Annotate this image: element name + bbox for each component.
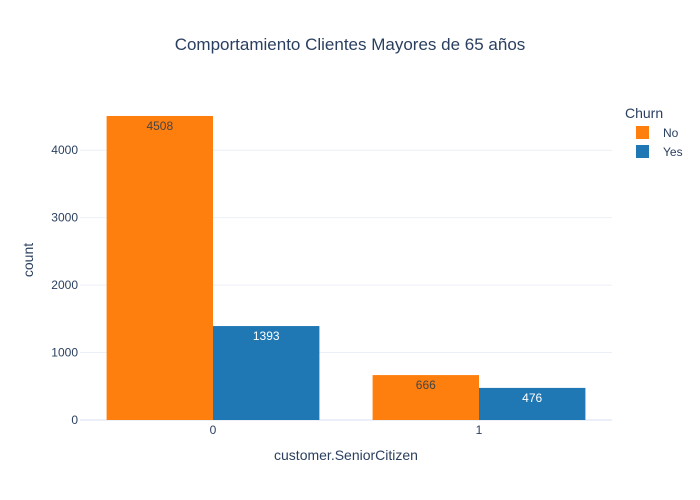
y-tick-label: 4000 <box>51 143 78 157</box>
bar-value-label: 4508 <box>146 119 173 133</box>
y-axis-ticks: 0 1000 2000 3000 4000 <box>51 143 78 427</box>
bar-value-label: 476 <box>522 391 542 405</box>
bar-yes-1 <box>479 387 586 420</box>
x-tick-label: 0 <box>210 423 217 437</box>
legend-title: Churn <box>625 105 663 121</box>
bar-value-label: 1393 <box>253 329 280 343</box>
y-tick-label: 2000 <box>51 278 78 292</box>
bar-yes-0 <box>213 326 320 420</box>
chart-title: Comportamiento Clientes Mayores de 65 añ… <box>175 35 526 54</box>
y-axis-title: count <box>20 243 36 277</box>
bars <box>106 115 586 420</box>
bar-no-0 <box>106 115 213 420</box>
legend: Churn No Yes <box>625 105 683 159</box>
y-tick-label: 0 <box>71 413 78 427</box>
legend-items: No Yes <box>636 126 683 159</box>
x-axis-title: customer.SeniorCitizen <box>274 447 418 463</box>
bar-labels: 4508 1393 666 476 <box>146 119 542 405</box>
bar-value-label: 666 <box>416 378 436 392</box>
legend-label-no: No <box>663 126 679 140</box>
y-tick-label: 3000 <box>51 211 78 225</box>
bar-no-1 <box>372 375 479 420</box>
legend-swatch-no <box>636 126 649 139</box>
x-tick-label: 1 <box>476 423 483 437</box>
legend-swatch-yes <box>636 145 649 158</box>
y-tick-label: 1000 <box>51 346 78 360</box>
legend-label-yes: Yes <box>663 145 683 159</box>
